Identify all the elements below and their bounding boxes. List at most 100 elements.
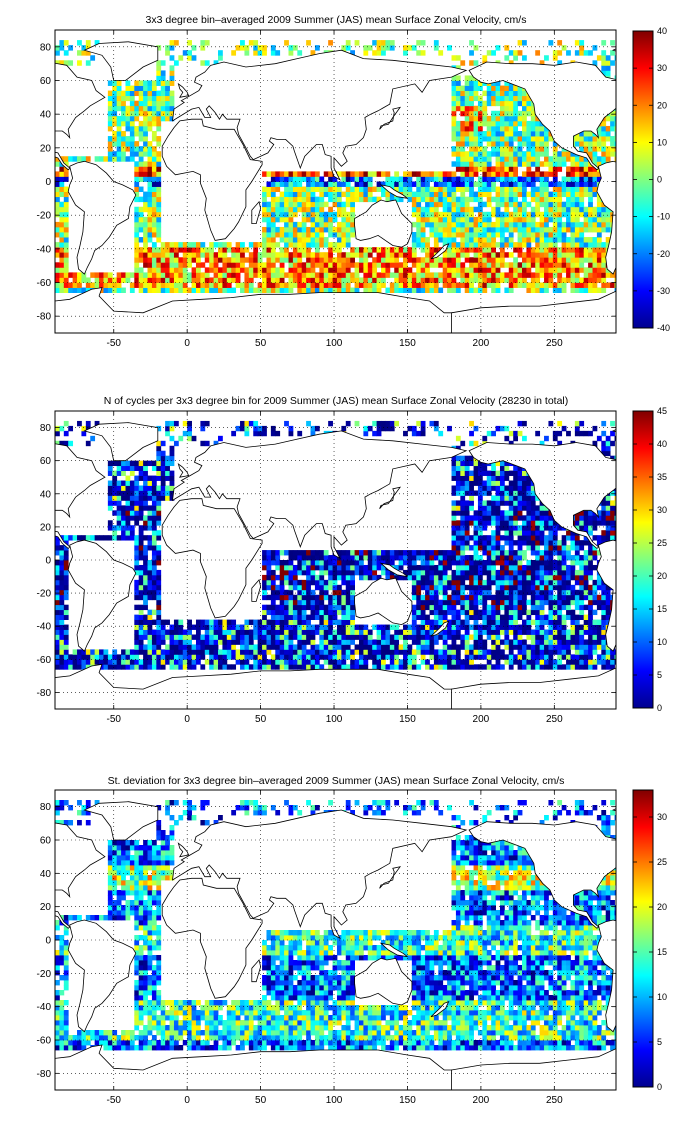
heatmap-cell xyxy=(169,624,175,630)
heatmap-cell xyxy=(522,599,527,606)
heatmap-cell xyxy=(433,242,439,248)
heatmap-cell xyxy=(491,634,496,640)
heatmap-cell xyxy=(570,272,576,278)
heatmap-cell xyxy=(301,664,307,670)
heatmap-cell xyxy=(336,181,342,187)
heatmap-cell xyxy=(526,141,532,147)
heatmap-cell xyxy=(455,166,461,172)
heatmap-cell xyxy=(389,257,395,263)
heatmap-cell xyxy=(156,120,162,127)
heatmap-cell xyxy=(372,649,378,655)
heatmap-cell xyxy=(63,262,69,268)
heatmap-cell xyxy=(314,252,320,258)
heatmap-cell xyxy=(332,201,338,208)
heatmap-cell xyxy=(433,659,439,665)
heatmap-cell xyxy=(535,201,541,208)
heatmap-cell xyxy=(341,599,347,606)
heatmap-cell xyxy=(332,599,338,606)
heatmap-cell xyxy=(165,242,170,248)
heatmap-cell xyxy=(464,125,470,132)
heatmap-cell xyxy=(116,90,122,97)
heatmap-cell xyxy=(460,624,466,630)
heatmap-cell xyxy=(187,664,192,670)
heatmap-cell xyxy=(288,604,294,611)
heatmap-cell xyxy=(59,619,65,625)
heatmap-cell xyxy=(455,272,461,278)
heatmap-cell xyxy=(129,100,135,107)
heatmap-cell xyxy=(451,171,457,177)
heatmap-cell xyxy=(328,614,333,620)
heatmap-cell xyxy=(385,287,391,293)
heatmap-cell xyxy=(548,589,554,596)
heatmap-cell xyxy=(477,136,483,142)
heatmap-cell xyxy=(477,161,483,167)
heatmap-cell xyxy=(566,196,571,203)
heatmap-cell xyxy=(495,191,501,198)
heatmap-cell xyxy=(610,60,615,66)
heatmap-cell xyxy=(345,634,351,640)
heatmap-cell xyxy=(420,40,426,46)
heatmap-cell xyxy=(477,614,483,620)
heatmap-cell xyxy=(464,131,470,137)
heatmap-cell xyxy=(143,110,148,117)
heatmap-cell xyxy=(328,181,333,187)
heatmap-cell xyxy=(231,247,237,253)
heatmap-cell xyxy=(451,287,457,293)
heatmap-cell xyxy=(447,584,452,591)
heatmap-cell xyxy=(266,171,272,177)
heatmap-cell xyxy=(469,634,474,640)
heatmap-cell xyxy=(134,206,140,213)
heatmap-cell xyxy=(447,191,452,198)
heatmap-cell xyxy=(319,609,325,616)
heatmap-cell xyxy=(310,176,316,182)
heatmap-cell xyxy=(143,90,148,97)
heatmap-cell xyxy=(336,247,342,253)
heatmap-cell xyxy=(363,574,369,581)
heatmap-cell xyxy=(359,569,364,576)
heatmap-cell xyxy=(341,191,347,198)
heatmap-cell xyxy=(433,624,439,630)
heatmap-cell xyxy=(314,277,320,283)
heatmap-cell xyxy=(544,649,549,655)
heatmap-cell xyxy=(257,649,263,655)
coastline xyxy=(611,48,616,52)
heatmap-cell xyxy=(389,45,395,51)
heatmap-cell xyxy=(151,176,157,182)
heatmap-cell xyxy=(614,156,616,162)
heatmap-cell xyxy=(204,644,210,650)
heatmap-cell xyxy=(561,191,567,198)
heatmap-cell xyxy=(566,156,571,162)
heatmap-cell xyxy=(134,226,140,233)
heatmap-cell xyxy=(328,644,333,650)
heatmap-cell xyxy=(460,151,466,157)
heatmap-cell xyxy=(138,206,144,213)
heatmap-cell xyxy=(579,634,585,640)
heatmap-cell xyxy=(486,141,492,147)
heatmap-cell xyxy=(508,211,514,218)
heatmap-cell xyxy=(284,609,289,616)
heatmap-cell xyxy=(165,629,170,635)
heatmap-cell xyxy=(486,654,492,660)
heatmap-cell xyxy=(451,55,457,61)
heatmap-cell xyxy=(596,257,602,263)
heatmap-cell xyxy=(253,262,259,268)
heatmap-cell xyxy=(314,232,320,238)
heatmap-cell xyxy=(372,186,378,192)
heatmap-cell xyxy=(81,50,87,56)
heatmap-cell xyxy=(499,257,505,263)
heatmap-cell xyxy=(477,242,483,248)
heatmap-cell xyxy=(464,105,470,112)
heatmap-cell xyxy=(359,247,364,253)
heatmap-cell xyxy=(403,50,408,56)
heatmap-cell xyxy=(482,115,488,122)
heatmap-cell xyxy=(504,574,510,581)
heatmap-cell xyxy=(55,619,60,625)
heatmap-cell xyxy=(138,579,144,586)
heatmap-cell xyxy=(151,181,157,187)
heatmap-cell xyxy=(522,105,527,112)
heatmap-cell xyxy=(592,151,598,157)
heatmap-cell xyxy=(517,50,523,56)
heatmap-cell xyxy=(341,589,347,596)
heatmap-cell xyxy=(499,226,505,233)
heatmap-cell xyxy=(469,237,474,243)
